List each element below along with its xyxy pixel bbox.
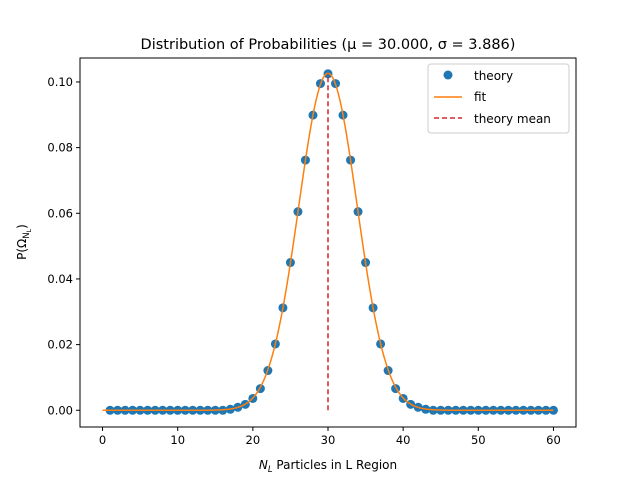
legend-label-fit: fit [474,90,487,104]
ticks: 0 10 20 30 40 50 60 0.00 0.02 0.04 0.06 0.08 0.10 [47,75,560,447]
x-tick-label: 30 [321,433,336,447]
x-tick-label: 20 [246,433,261,447]
x-tick-label: 50 [471,433,486,447]
chart-title: Distribution of Probabilities (μ = 30.00… [141,37,516,53]
fit-curve [102,72,554,412]
x-tick-label: 40 [396,433,411,447]
series-layer [102,69,558,415]
y-tick-label: 0.04 [47,272,73,286]
y-tick-label: 0.00 [47,403,73,417]
x-tick-label: 0 [99,433,106,447]
legend-label-theory-mean: theory mean [474,112,551,126]
legend-box [427,63,570,134]
legend-marker-theory [443,70,453,80]
y-tick-label: 0.06 [47,206,73,220]
legend-label-theory: theory [474,69,513,83]
y-axis-label: P(ΩNL) [15,224,33,260]
theory-point [548,405,558,415]
x-axis-label: NL Particles in L Region [259,458,397,475]
legend: theory fit theory mean [427,63,570,134]
x-tick-label: 60 [546,433,561,447]
x-tick-label: 10 [170,433,185,447]
y-tick-label: 0.10 [47,75,73,89]
plot-area [79,57,577,428]
y-tick-label: 0.02 [47,338,73,352]
y-tick-label: 0.08 [47,141,73,155]
